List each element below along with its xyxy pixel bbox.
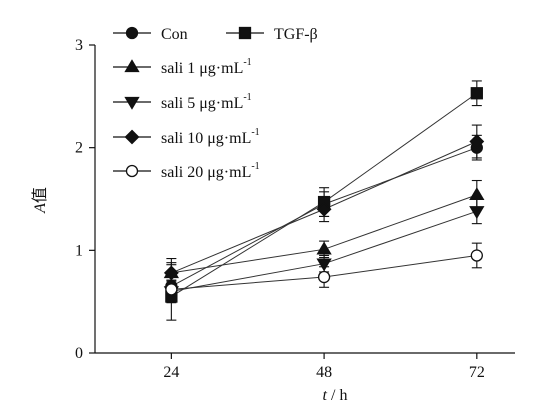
legend-label: TGF-β [274, 26, 318, 43]
data-point [165, 283, 178, 296]
data-point [469, 134, 485, 149]
y-axis-unit: 值 [31, 187, 49, 203]
y-axis-title: A值 [31, 187, 49, 214]
data-point [163, 265, 179, 281]
legend-label: sali 5 μg·mL-1 [161, 92, 252, 112]
x-tick-label: 48 [316, 364, 332, 381]
y-tick-label: 1 [75, 242, 83, 259]
legend-marker [238, 26, 252, 40]
x-axis-title: t / h [323, 387, 348, 404]
data-point [469, 206, 485, 220]
data-point [316, 201, 332, 217]
x-axis-unit: / h [327, 387, 347, 404]
y-axis-var: A [32, 203, 49, 214]
data-point [470, 249, 483, 262]
data-point [317, 270, 331, 284]
x-tick-label: 72 [469, 364, 485, 381]
legend-label: sali 10 μg·mL-1 [161, 127, 260, 147]
legend-label-superscript: -1 [251, 161, 259, 172]
data-point [316, 258, 332, 272]
legend-marker [125, 164, 139, 178]
legend-label-text: sali 10 μg·mL [161, 130, 251, 147]
y-ticks: 0 1 2 3 [75, 37, 95, 362]
legend-label-text: sali 5 μg·mL [161, 95, 243, 112]
x-tick-label: 24 [163, 364, 179, 381]
plot-area: 0 1 2 3 24 48 72 [75, 37, 515, 381]
legend-label-text: sali 1 μg·mL [161, 60, 243, 77]
x-ticks: 24 48 72 [163, 353, 485, 381]
legend-marker [124, 59, 140, 73]
legend-label: sali 20 μg·mL-1 [161, 161, 260, 181]
legend-label-superscript: -1 [243, 92, 251, 103]
legend-marker [124, 129, 140, 145]
data-point [469, 187, 485, 201]
legend-label-superscript: -1 [251, 127, 259, 138]
legend-marker [124, 96, 140, 110]
data-markers [163, 87, 485, 303]
legend-label-superscript: -1 [243, 57, 251, 68]
data-point [470, 87, 483, 100]
legend-label-text: Con [161, 26, 188, 43]
legend-label: sali 1 μg·mL-1 [161, 57, 252, 77]
y-tick-label: 2 [75, 140, 83, 157]
y-tick-label: 3 [75, 37, 83, 54]
legend-label-text: sali 20 μg·mL [161, 164, 251, 181]
legend-label-text: TGF-β [274, 26, 318, 43]
legend-marker [125, 26, 139, 40]
x-axis-var: t [323, 387, 328, 404]
y-tick-label: 0 [75, 345, 83, 362]
legend-label: Con [161, 26, 188, 43]
data-point [316, 241, 332, 255]
